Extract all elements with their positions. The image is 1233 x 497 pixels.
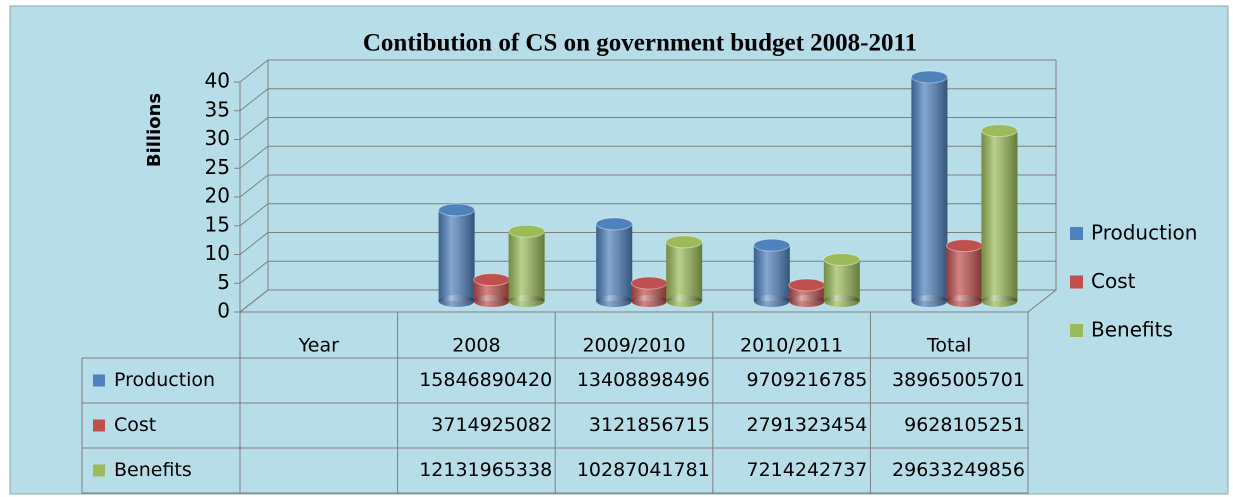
cylinder-top	[473, 273, 511, 287]
cylinder-top	[665, 235, 703, 249]
table-cell: 29633249856	[892, 459, 1025, 481]
table-cell: 3121856715	[589, 414, 710, 436]
y-tick-label: 15	[205, 212, 230, 236]
cylinder	[665, 235, 703, 307]
table-cell: 3714925082	[431, 414, 552, 436]
cylinder-top	[788, 278, 826, 292]
cylinder-top	[595, 217, 633, 231]
cylinder	[630, 276, 668, 307]
cylinder-base-shade	[911, 295, 948, 307]
table-row-label: Cost	[114, 414, 156, 436]
cylinder	[753, 238, 791, 307]
cylinder-base-shade	[753, 295, 790, 307]
table-cell: 15846890420	[419, 369, 552, 391]
y-axis-label: Billions	[144, 93, 165, 167]
table-legend-key	[93, 464, 105, 477]
cylinder-shade	[438, 209, 475, 301]
legend-key	[1070, 275, 1083, 289]
y-tick-label: 30	[205, 126, 230, 150]
legend-key	[1070, 324, 1083, 337]
cylinder-shade	[596, 223, 633, 301]
cylinder-base-shade	[666, 295, 703, 307]
cylinder-top	[945, 239, 983, 253]
grid-line	[239, 145, 1056, 169]
cylinder-base-shade	[946, 295, 983, 307]
cylinder-top	[753, 238, 791, 252]
cylinder	[473, 273, 511, 307]
cylinder-shade	[473, 279, 510, 301]
cylinder-shade	[981, 130, 1018, 301]
x-tick-label: Total	[926, 335, 971, 357]
cylinder-top	[980, 124, 1018, 138]
y-tick-label: 40	[205, 69, 230, 93]
cylinder	[508, 224, 546, 307]
cylinder	[823, 253, 861, 307]
cylinder-shade	[946, 245, 983, 301]
cylinder-base-shade	[508, 295, 545, 307]
cylinder-shade	[666, 241, 703, 301]
table-row-label: Benefits	[114, 459, 192, 481]
table-row-label: Production	[114, 369, 215, 391]
cylinder-base-shade	[438, 295, 475, 307]
cylinder-base-shade	[596, 295, 633, 307]
grid-line	[239, 88, 1056, 112]
table-cell: 13408898496	[577, 369, 710, 391]
x-tick-label: 2009/2010	[582, 335, 685, 357]
cylinder	[438, 203, 476, 307]
y-tick-label: 25	[205, 155, 230, 179]
cylinder	[945, 239, 983, 307]
cylinder-top	[630, 276, 668, 290]
x-tick-label: Year	[298, 335, 339, 357]
table-cell: 10287041781	[577, 459, 710, 481]
cylinder-shade	[508, 231, 545, 301]
cylinder-base-shade	[631, 295, 668, 307]
table-cell: 9709216785	[747, 369, 868, 391]
cylinder	[788, 278, 826, 307]
table-legend-key	[93, 419, 105, 432]
cylinder	[910, 70, 948, 307]
grid-line	[239, 117, 1056, 140]
table-cell: 12131965338	[419, 459, 552, 481]
cylinder-base-shade	[473, 295, 510, 307]
data-table: Year 2008 2009/2010 2010/2011 Total Productio…	[81, 312, 1029, 494]
grid-line	[239, 260, 1056, 284]
grid-line	[239, 203, 1056, 227]
cylinder-top	[910, 70, 948, 84]
legend-key	[1070, 227, 1083, 240]
cylinder-top	[823, 253, 861, 267]
y-tick-label: 35	[205, 97, 230, 121]
cylinder-shade	[911, 76, 948, 301]
cylinder-top	[438, 203, 476, 217]
cylinder-base-shade	[823, 295, 860, 307]
table-cell: 9628105251	[904, 414, 1025, 436]
cylinder	[980, 124, 1018, 307]
legend-label: Benefits	[1091, 318, 1173, 342]
y-tick-label: 10	[205, 241, 230, 265]
cylinder-base-shade	[981, 295, 1018, 307]
grid-line	[239, 232, 1056, 255]
y-tick-label: 0	[217, 299, 230, 323]
y-tick-label: 20	[205, 184, 230, 208]
cylinder-shade	[823, 259, 860, 301]
table-cell: 7214242737	[747, 459, 868, 481]
x-tick-label: 2008	[452, 335, 500, 357]
bars	[438, 70, 1018, 307]
table-legend-key	[93, 374, 105, 387]
legend: Production Cost Benefits	[1070, 221, 1197, 342]
cylinder	[595, 217, 633, 307]
table-cell: 38965005701	[892, 369, 1025, 391]
legend-label: Cost	[1091, 269, 1136, 293]
legend-label: Production	[1091, 221, 1197, 245]
cylinder-top	[508, 224, 546, 238]
grid-line	[239, 59, 1056, 83]
x-tick-label: 2010/2011	[740, 335, 843, 357]
chart-title: Contibution of CS on government budget 2…	[363, 30, 917, 57]
cylinder-shade	[753, 245, 790, 301]
grid-line	[239, 174, 1056, 198]
table-cell: 2791323454	[747, 414, 868, 436]
y-tick-label: 5	[217, 270, 230, 294]
cylinder-base-shade	[788, 295, 825, 307]
